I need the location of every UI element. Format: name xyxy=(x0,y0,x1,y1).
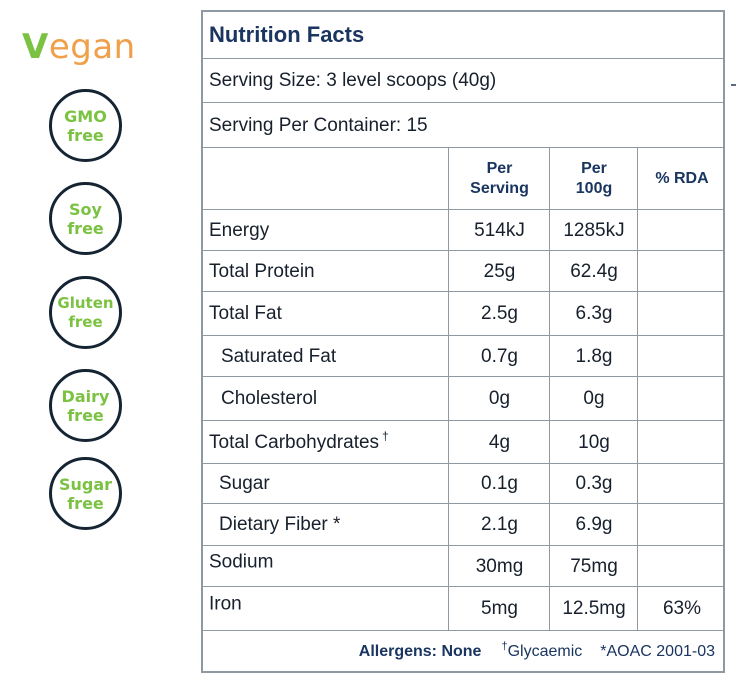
footer-notes: Allergens: None †Glycaemic *AOAC 2001-03 xyxy=(203,640,723,661)
vegan-logo-leaf-letter: V xyxy=(22,27,49,67)
glycaemic-marker: † xyxy=(382,429,389,444)
table-row: Total Fat 2.5g 6.3g xyxy=(203,291,723,336)
badge-line2: free xyxy=(67,405,104,425)
nutrient-name: Sugar xyxy=(219,473,270,494)
soy-free-badge: Soy free xyxy=(49,182,122,255)
panel-title: Nutrition Facts xyxy=(209,22,365,47)
per-100g-value: 6.9g xyxy=(575,514,613,535)
badge-line1: GMO xyxy=(64,106,107,126)
badge-line1: Soy xyxy=(69,199,102,219)
per-100g-value: 6.3g xyxy=(575,303,613,324)
nutrition-facts-panel: Nutrition Facts Serving Size: 3 level sc… xyxy=(201,10,725,673)
header-per-100g: Per 100g xyxy=(550,159,638,199)
per-100g-value: 12.5mg xyxy=(562,598,626,619)
nutrient-name: Dietary Fiber * xyxy=(219,514,341,535)
per-serving-value: 0.1g xyxy=(481,473,518,494)
footer-row: Allergens: None †Glycaemic *AOAC 2001-03 xyxy=(203,630,723,672)
servings-per-container: Serving Per Container: 15 xyxy=(209,114,428,136)
header-nutrient-cell xyxy=(203,148,448,210)
vegan-logo-text: egan xyxy=(48,27,136,67)
nutrient-name: Cholesterol xyxy=(221,388,318,409)
allergens-note: Allergens: None xyxy=(358,642,482,660)
badge-line2: free xyxy=(67,125,104,145)
nutrient-name: Saturated Fat xyxy=(221,345,337,367)
table-row: Sugar 0.1g 0.3g xyxy=(203,463,723,504)
nutrient-name: Energy xyxy=(209,219,270,241)
nutrient-name-text: Total Carbohydrates xyxy=(209,431,380,453)
header-rda: % RDA xyxy=(638,169,726,189)
per-serving-value: 514kJ xyxy=(474,219,525,241)
sugar-free-badge: Sugar free xyxy=(49,457,122,530)
nutrient-name: Total Carbohydrates † xyxy=(209,429,389,454)
per-100g-value: 0.3g xyxy=(575,473,613,494)
table-row: Saturated Fat 0.7g 1.8g xyxy=(203,335,723,377)
badge-line1: Gluten xyxy=(57,293,114,312)
header-rda-cell: % RDA xyxy=(637,148,726,210)
nutrient-name: Total Protein xyxy=(209,260,315,282)
header-per-serving-cell: Per Serving xyxy=(448,148,550,210)
nutrient-name: Iron xyxy=(209,593,242,615)
header-per-100g-line1: Per xyxy=(581,160,607,177)
badge-line1: Dairy xyxy=(61,386,110,406)
vegan-logo: Vegan xyxy=(22,30,136,64)
table-row: Total Carbohydrates † 4g 10g xyxy=(203,420,723,464)
gluten-free-badge: Gluten free xyxy=(49,276,122,349)
badge-line2: free xyxy=(68,312,103,331)
serving-size-row: Serving Size: 3 level scoops (40g) xyxy=(203,58,723,103)
table-row: Energy 514kJ 1285kJ xyxy=(203,209,723,251)
table-row: Iron 5mg 12.5mg 63% xyxy=(203,586,723,631)
per-100g-value: 1285kJ xyxy=(563,219,625,241)
glycaemic-note: †Glycaemic xyxy=(501,640,583,661)
nutrient-name: Sodium xyxy=(209,551,274,573)
per-100g-value: 62.4g xyxy=(570,260,618,282)
header-per-serving-line2: Serving xyxy=(470,180,529,197)
nutrient-name: Total Fat xyxy=(209,303,282,324)
table-row: Total Protein 25g 62.4g xyxy=(203,250,723,292)
per-100g-value: 10g xyxy=(578,431,610,453)
header-per-serving-line1: Per xyxy=(486,160,513,177)
servings-per-container-row: Serving Per Container: 15 xyxy=(203,102,723,148)
table-row: Cholesterol 0g 0g xyxy=(203,376,723,421)
edge-fragment xyxy=(731,84,736,86)
glycaemic-note-marker: † xyxy=(501,640,508,653)
header-rda-label: % RDA xyxy=(655,170,709,187)
per-serving-value: 0.7g xyxy=(481,345,518,367)
per-serving-value: 30mg xyxy=(475,555,524,577)
per-serving-value: 25g xyxy=(483,260,516,282)
per-serving-value: 0g xyxy=(488,388,511,409)
aoac-note: *AOAC 2001-03 xyxy=(600,642,715,660)
table-row: Dietary Fiber * 2.1g 6.9g xyxy=(203,503,723,546)
per-100g-value: 0g xyxy=(583,388,605,409)
header-per-100g-cell: Per 100g xyxy=(549,148,638,210)
per-serving-value: 2.1g xyxy=(481,514,518,535)
glycaemic-note-text: Glycaemic xyxy=(507,642,583,660)
panel-title-row: Nutrition Facts xyxy=(203,12,723,58)
per-100g-value: 75mg xyxy=(570,555,618,577)
badge-line2: free xyxy=(67,493,104,513)
column-header-row: Per Serving Per 100g % RDA xyxy=(203,147,723,210)
table-row: Sodium 30mg 75mg xyxy=(203,545,723,587)
dairy-free-badge: Dairy free xyxy=(49,369,122,442)
header-per-100g-line2: 100g xyxy=(575,180,613,197)
badge-line2: free xyxy=(67,218,104,238)
per-100g-value: 1.8g xyxy=(575,345,613,367)
badge-line1: Sugar xyxy=(58,474,113,494)
gmo-free-badge: GMO free xyxy=(49,89,122,162)
per-serving-value: 5mg xyxy=(481,598,518,619)
header-per-serving: Per Serving xyxy=(449,159,550,199)
rda-value: 63% xyxy=(662,598,702,619)
per-serving-value: 4g xyxy=(488,431,511,453)
per-serving-value: 2.5g xyxy=(481,303,518,324)
serving-size: Serving Size: 3 level scoops (40g) xyxy=(209,70,497,91)
